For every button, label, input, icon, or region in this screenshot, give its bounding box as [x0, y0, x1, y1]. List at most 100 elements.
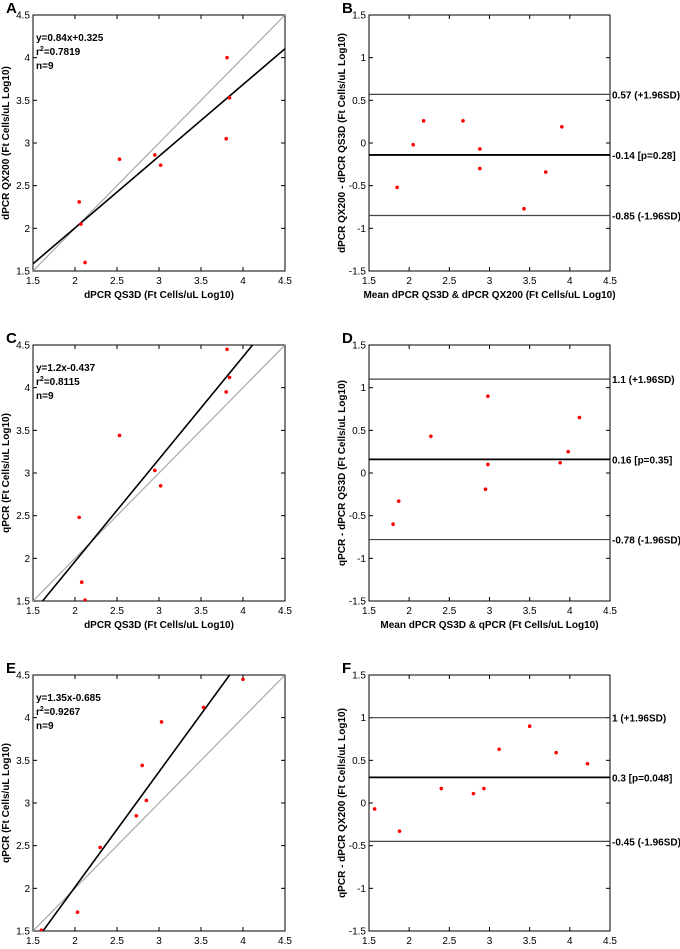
data-point [77, 200, 81, 204]
plot-frame [368, 14, 611, 272]
y-tick-label: 4 [24, 53, 30, 64]
y-tick-label: 1 [360, 383, 366, 394]
data-point [429, 434, 433, 439]
data-point [461, 119, 465, 123]
data-point [224, 390, 228, 394]
x-tick-label: 2 [406, 936, 412, 947]
panel-letter: B [342, 0, 353, 17]
x-tick-label: 3.5 [194, 606, 208, 617]
plot-frame [368, 344, 611, 602]
data-point [411, 142, 415, 147]
y-tick-label: 4 [24, 383, 30, 394]
x-tick-label: 1.5 [26, 936, 40, 947]
y-tick-label: 1 [360, 713, 366, 724]
data-point [483, 487, 488, 492]
upper-limit-line-label: 0.57 (+1.96SD) [612, 90, 680, 101]
lower-limit-line-label: -0.45 (-1.96SD) [612, 837, 680, 848]
x-tick-label: 1.5 [362, 276, 376, 287]
data-point [158, 484, 163, 488]
y-tick-label: 1.5 [16, 927, 30, 938]
data-point [372, 807, 377, 811]
data-point [75, 910, 80, 915]
y-tick-label: 4.5 [16, 341, 30, 352]
data-point [482, 786, 486, 791]
data-point [560, 124, 564, 129]
y-tick-label: 3.5 [16, 96, 30, 107]
y-tick-label: -1 [357, 554, 366, 565]
y-tick-label: 2.5 [16, 841, 30, 852]
data-point [224, 136, 228, 141]
data-point [79, 580, 84, 585]
equation-label: y=0.84x+0.325 [36, 33, 104, 44]
y-tick-label: 0 [360, 799, 366, 810]
x-tick-label: 2 [72, 276, 78, 287]
data-point [39, 928, 44, 931]
data-point [421, 119, 426, 123]
y-axis-label: dPCR QX200 (Ft Cells/uL Log10) [1, 66, 12, 220]
data-point [227, 95, 232, 100]
y-axis-label: qPCR - dPCR QX200 (Ft Cells/uL Log10) [337, 708, 348, 898]
data-point [566, 449, 571, 454]
regression-line [41, 345, 254, 601]
n-label: n=9 [36, 61, 54, 72]
y-tick-label: 4.5 [16, 11, 30, 22]
equation-label: y=1.2x-0.437 [36, 363, 96, 374]
x-tick-label: 3.5 [194, 276, 208, 287]
x-tick-label: 2.5 [442, 606, 456, 617]
panel-letter: D [342, 330, 353, 347]
data-point [83, 260, 87, 265]
equation-label: y=1.35x-0.685 [36, 693, 101, 704]
data-point [117, 157, 122, 162]
x-tick-label: 3 [156, 936, 162, 947]
y-tick-label: -0.5 [349, 511, 367, 522]
y-tick-label: 3 [24, 799, 30, 810]
x-tick-label: 1.5 [362, 606, 376, 617]
y-tick-label: -0.5 [349, 841, 367, 852]
data-point [227, 375, 232, 380]
r-squared-label: r2=0.7819 [36, 46, 81, 58]
x-tick-label: 3.5 [523, 936, 537, 947]
y-tick-label: -1 [357, 884, 366, 895]
data-point [77, 515, 81, 520]
y-axis-label: qPCR (Ft Cells/uL Log10) [1, 413, 12, 533]
y-tick-label: 4.5 [16, 671, 30, 682]
x-tick-label: 4.5 [603, 606, 617, 617]
x-tick-label: 4.5 [278, 936, 292, 947]
data-point [478, 166, 482, 171]
x-tick-label: 2 [406, 606, 412, 617]
data-point [554, 750, 558, 755]
y-tick-label: 2.5 [16, 181, 30, 192]
mean-difference-line-label: 0.3 [p=0.048] [612, 773, 672, 784]
x-tick-label: 2.5 [442, 276, 456, 287]
y-tick-label: 3 [24, 469, 30, 480]
panel-letter: E [6, 660, 16, 677]
data-point [439, 786, 444, 791]
y-tick-label: 0 [360, 139, 366, 150]
x-tick-label: 3.5 [523, 606, 537, 617]
x-tick-label: 4.5 [603, 936, 617, 947]
panel-a: A 1.5 2 2.5 3 3.5 4 4.5 1.5 2 2.5 3 3.5 4 4.5 dPCR QS3D… [1, 0, 292, 301]
panel-letter: A [6, 0, 17, 17]
y-axis-label: qPCR - dPCR QS3D (Ft Cells/uL Log10) [337, 380, 348, 566]
data-point [153, 468, 157, 473]
upper-limit-line-label: 1.1 (+1.96SD) [612, 375, 675, 386]
regression-line [33, 48, 285, 265]
x-tick-label: 2.5 [110, 606, 124, 617]
y-tick-label: 0.5 [352, 756, 366, 767]
y-tick-label: -1 [357, 224, 366, 235]
data-point [471, 791, 476, 796]
x-tick-label: 4 [567, 606, 573, 617]
y-tick-label: 1.5 [352, 341, 366, 352]
y-tick-label: 3.5 [16, 756, 30, 767]
x-tick-label: 1.5 [26, 276, 40, 287]
y-tick-label: 1.5 [352, 671, 366, 682]
data-point [486, 462, 490, 467]
data-point [527, 724, 532, 728]
x-axis-label: dPCR QS3D (Ft Cells/uL Log10) [84, 290, 234, 301]
data-point [98, 845, 102, 850]
data-point [83, 598, 87, 601]
y-tick-label: 3 [24, 139, 30, 150]
x-tick-label: 2.5 [110, 276, 124, 287]
regression-line [41, 675, 231, 931]
